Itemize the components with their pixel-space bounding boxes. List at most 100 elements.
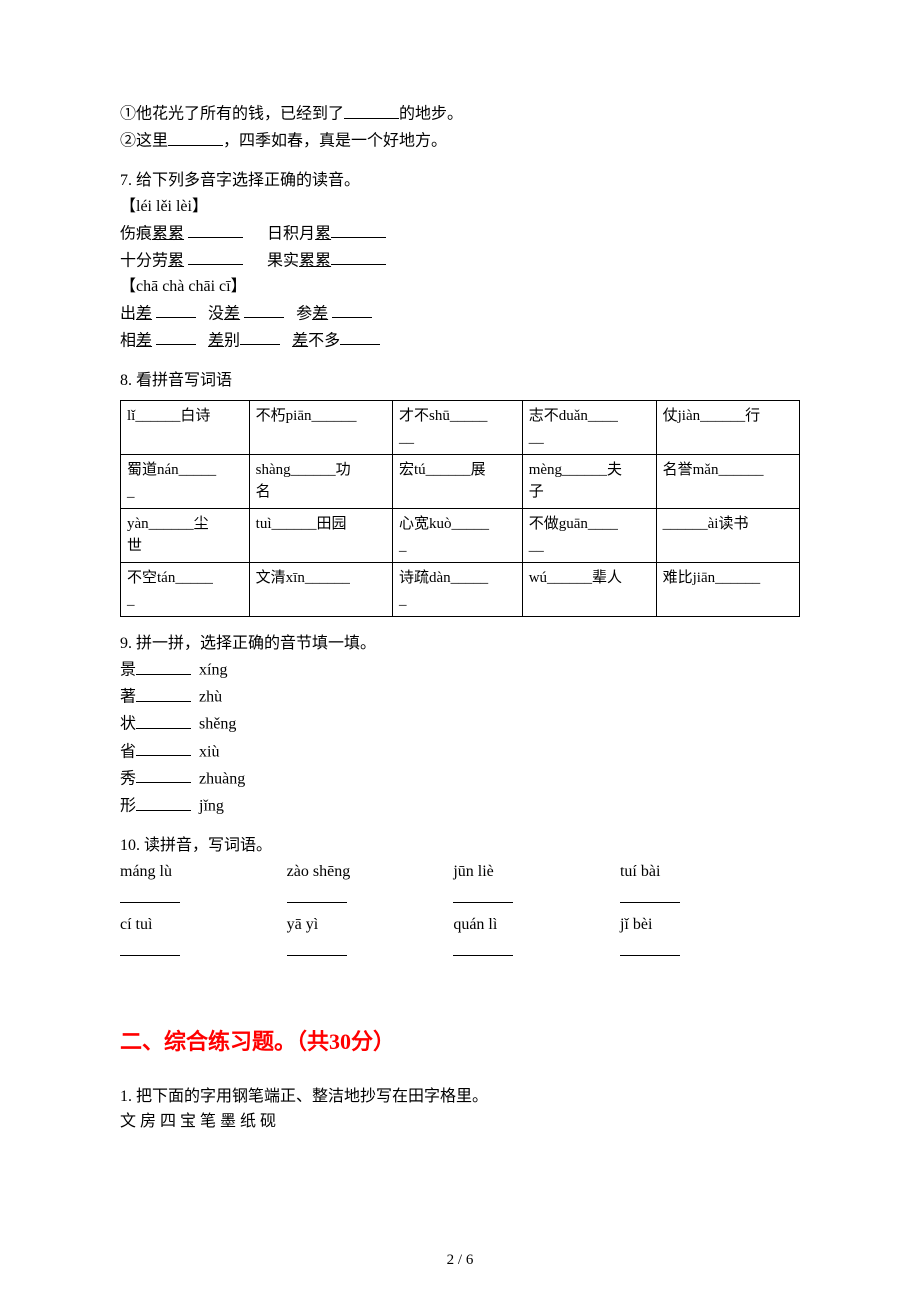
blank[interactable]	[244, 300, 284, 319]
answer-blank[interactable]	[620, 884, 760, 911]
blank[interactable]	[344, 100, 399, 119]
pinyin: zhuàng	[199, 770, 245, 787]
blank[interactable]	[332, 300, 372, 319]
text: 别	[224, 332, 240, 349]
table-cell[interactable]: 不做guān______	[522, 508, 656, 562]
table-cell[interactable]: 难比jiān______	[656, 562, 799, 616]
question-9: 9. 拼一拼，选择正确的音节填一填。 景 xíng著 zhù状 shěng省 x…	[120, 631, 800, 820]
pinyin-group-label: 【léi lěi lèi】	[120, 194, 800, 220]
table-cell[interactable]: ______ài读书	[656, 508, 799, 562]
sentence-1: ①他花光了所有的钱，已经到了的地步。	[120, 100, 800, 127]
table-cell[interactable]: 志不duǎn______	[522, 400, 656, 454]
blank[interactable]	[156, 300, 196, 319]
table-row: 不空tán______文清xīn______诗疏dàn______wú_____…	[121, 562, 800, 616]
table-cell[interactable]: shàng______功名	[249, 454, 392, 508]
text: 日积月	[267, 225, 315, 242]
q9-item: 状 shěng	[120, 710, 800, 737]
pinyin: shěng	[199, 716, 236, 733]
pinyin-label: yā yì	[287, 912, 427, 938]
table-cell[interactable]: yàn______尘世	[121, 508, 250, 562]
blank[interactable]	[136, 792, 191, 811]
underlined-char: 累累	[299, 252, 331, 269]
group1-row2: 十分劳累 果实累累	[120, 247, 800, 274]
pinyin-label: cí tuì	[120, 912, 260, 938]
char: 形	[120, 798, 136, 815]
q10-row1-py: máng lùzào shēngjūn liètuí bài	[120, 859, 800, 885]
pinyin-label: quán lì	[453, 912, 593, 938]
q9-item: 秀 zhuàng	[120, 765, 800, 792]
table-cell[interactable]: 文清xīn______	[249, 562, 392, 616]
table-cell[interactable]: 心宽kuò______	[393, 508, 523, 562]
table-body: lǐ______白诗不朽piān______才不shū_______志不duǎn…	[121, 400, 800, 616]
blank[interactable]	[331, 247, 386, 266]
pinyin-table: lǐ______白诗不朽piān______才不shū_______志不duǎn…	[120, 400, 800, 617]
text: 参	[296, 305, 312, 322]
question-title: 7. 给下列多音字选择正确的读音。	[120, 168, 800, 194]
blank[interactable]	[240, 327, 280, 346]
table-row: 蜀道nán______shàng______功名宏tú______展mèng__…	[121, 454, 800, 508]
table-cell[interactable]: tuì______田园	[249, 508, 392, 562]
pinyin: xíng	[199, 662, 227, 679]
blank[interactable]	[136, 738, 191, 757]
text: ②这里	[120, 133, 168, 150]
text: 不多	[308, 332, 340, 349]
table-cell[interactable]: 仗jiàn______行	[656, 400, 799, 454]
answer-blank[interactable]	[287, 937, 427, 964]
text: ，四季如春，真是一个好地方。	[223, 133, 447, 150]
blank[interactable]	[340, 327, 380, 346]
underlined-char: 差	[208, 332, 224, 349]
section-2-title: 二、综合练习题。（共30分）	[120, 1024, 800, 1059]
table-cell[interactable]: lǐ______白诗	[121, 400, 250, 454]
table-cell[interactable]: 诗疏dàn______	[393, 562, 523, 616]
blank[interactable]	[136, 710, 191, 729]
text: 伤痕	[120, 225, 152, 242]
text: 果实	[267, 252, 299, 269]
pinyin-label: jǐ bèi	[620, 912, 760, 938]
pinyin: jǐng	[199, 798, 224, 815]
char: 状	[120, 716, 136, 733]
blank[interactable]	[188, 220, 243, 239]
underlined-char: 差	[292, 332, 308, 349]
table-cell[interactable]: 不朽piān______	[249, 400, 392, 454]
answer-blank[interactable]	[453, 884, 593, 911]
table-cell[interactable]: 宏tú______展	[393, 454, 523, 508]
table-cell[interactable]: 才不shū_______	[393, 400, 523, 454]
table-cell[interactable]: wú______辈人	[522, 562, 656, 616]
table-cell[interactable]: 不空tán______	[121, 562, 250, 616]
answer-blank[interactable]	[120, 884, 260, 911]
blank[interactable]	[136, 765, 191, 784]
q10-row1-blank	[120, 884, 800, 911]
char: 著	[120, 689, 136, 706]
blank[interactable]	[136, 683, 191, 702]
underlined-char: 差	[136, 305, 152, 322]
table-row: yàn______尘世tuì______田园心宽kuò______不做guān_…	[121, 508, 800, 562]
q9-item: 省 xiù	[120, 738, 800, 765]
table-cell[interactable]: mèng______夫子	[522, 454, 656, 508]
question-8: 8. 看拼音写词语 lǐ______白诗不朽piān______才不shū___…	[120, 368, 800, 617]
blank[interactable]	[168, 127, 223, 146]
pinyin-label: tuí bài	[620, 859, 760, 885]
blank[interactable]	[156, 327, 196, 346]
blank[interactable]	[331, 220, 386, 239]
q9-item: 形 jǐng	[120, 792, 800, 819]
worksheet-page: ①他花光了所有的钱，已经到了的地步。 ②这里 ，四季如春，真是一个好地方。 7. …	[0, 0, 920, 1302]
pinyin: xiù	[199, 743, 219, 760]
item: 伤痕累累	[120, 220, 243, 247]
question-title: 8. 看拼音写词语	[120, 368, 800, 394]
answer-blank[interactable]	[620, 937, 760, 964]
blank[interactable]	[136, 656, 191, 675]
answer-blank[interactable]	[453, 937, 593, 964]
blank[interactable]	[188, 247, 243, 266]
question-10: 10. 读拼音，写词语。 máng lùzào shēngjūn liètuí …	[120, 833, 800, 964]
answer-blank[interactable]	[120, 937, 260, 964]
underlined-char: 累	[168, 252, 184, 269]
text: ①他花光了所有的钱，已经到了	[120, 106, 344, 123]
table-cell[interactable]: 蜀道nán______	[121, 454, 250, 508]
text: 出	[120, 305, 136, 322]
answer-blank[interactable]	[287, 884, 427, 911]
table-cell[interactable]: 名誉mǎn______	[656, 454, 799, 508]
char: 秀	[120, 770, 136, 787]
text: 没	[208, 305, 224, 322]
underlined-char: 差	[312, 305, 328, 322]
q9-item: 景 xíng	[120, 656, 800, 683]
